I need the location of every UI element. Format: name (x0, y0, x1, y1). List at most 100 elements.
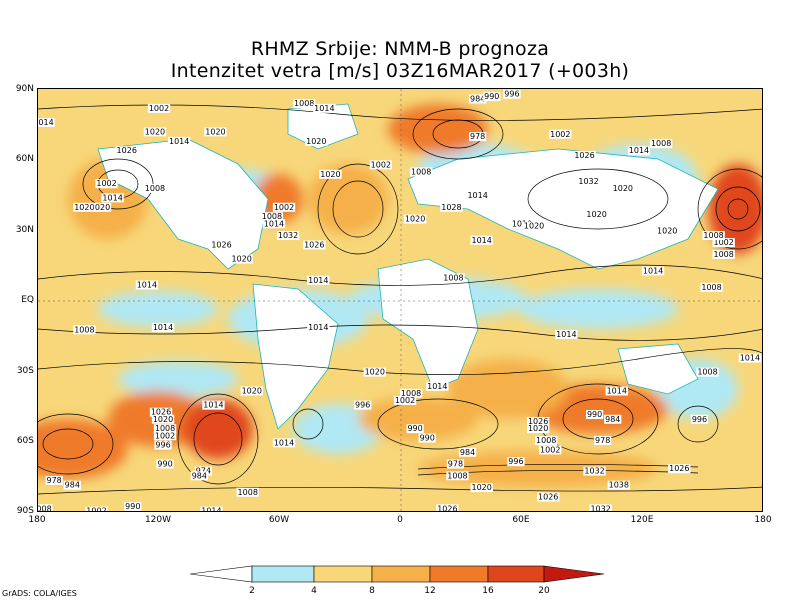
isobar-label-text: 1026 (528, 417, 548, 426)
isobar-ring (677, 405, 719, 443)
isobar-label-text: 1020 (528, 424, 548, 433)
isobar-label-bg (153, 424, 177, 434)
isobar-label: 1008 (143, 183, 167, 193)
isobar-label-bg (369, 160, 393, 170)
isobar-label-bg (143, 127, 167, 137)
australia (617, 343, 699, 395)
continent-outlines (97, 103, 719, 430)
isobar-label-bg (236, 487, 259, 497)
isobar-label-bg (468, 132, 487, 142)
isobar-label-bg (483, 92, 501, 102)
isobar-label: 1020 (526, 424, 550, 434)
isobar-label-text: 978 (448, 460, 463, 469)
isobar-label-bg (668, 464, 691, 474)
isobar-label-text: 014 (38, 118, 53, 127)
isobar-ring (317, 163, 399, 255)
isobar-label-text: 978 (46, 476, 61, 485)
isobar-label-text: 020 (95, 203, 110, 212)
isobar-label-text: 1002 (371, 160, 391, 169)
isobar-label-bg (95, 179, 118, 189)
isobar-label-text: 1026 (669, 464, 689, 473)
plot-title-line-1: RHMZ Srbije: NMM-B prognoza (250, 38, 550, 60)
isobar-label-text: 1014 (201, 507, 221, 512)
isobar-label-bg (604, 414, 622, 424)
isobar-label: 1032 (276, 231, 300, 241)
isobar-label: 984 (63, 480, 81, 490)
isobar-label-text: 1038 (609, 481, 629, 490)
isobar-label: 990 (156, 459, 174, 469)
strong-wind-region (388, 104, 488, 154)
isobar-label-text: 996 (504, 90, 519, 99)
isobar-label-bg (230, 254, 253, 264)
isobar-label-text: 984 (65, 481, 80, 490)
isobar-label-text: 1020 (586, 210, 606, 219)
isobar-label-bg (363, 367, 386, 377)
isobar-label-bg (426, 381, 449, 391)
isobar-label-text: 1008 (145, 184, 165, 193)
legend-tick-4: 4 (311, 586, 317, 596)
isobar-label-bg (555, 329, 578, 339)
isobar-label-text: 1008 (262, 212, 282, 221)
isobar-ring (527, 168, 669, 230)
isobar-label-text: 1002 (550, 130, 570, 139)
isobar-label: 978 (45, 476, 63, 486)
isobar-label-text: 1026 (304, 240, 324, 249)
isobar-label-text: 1020 (320, 170, 340, 179)
isobar-label-bg (583, 466, 606, 476)
isobar-label-bg (305, 136, 328, 146)
isobar-label-bg (303, 240, 326, 250)
isobar-label: 1014 (555, 329, 578, 339)
strong-wind-region (418, 451, 658, 487)
isobar-label-bg (585, 209, 608, 219)
isobar-label-text: 1002 (96, 179, 116, 188)
isobar-label-text: 990 (587, 410, 602, 419)
isobar-label-text: 1032 (278, 231, 298, 240)
isobar-label: 1026 (573, 150, 596, 160)
isobar-label: 984 (190, 471, 208, 481)
isobar-label-text: 1002 (149, 104, 169, 113)
isobar-label: 1008 (700, 282, 723, 292)
wind-speed-legend (190, 565, 605, 583)
isobar-ring (193, 412, 243, 466)
isobar-label: 1020 (240, 386, 263, 396)
isobar-label-bg (38, 504, 53, 511)
isobar-label: 014 (38, 117, 55, 127)
isobar-label-text: 1002 (395, 396, 415, 405)
isobar-ring (727, 198, 749, 220)
isobar-label-text: 1026 (574, 151, 594, 160)
lat-label-90n: 90N (15, 84, 34, 94)
lon-label-60w: 60W (268, 515, 290, 525)
isobar-label-bg (403, 214, 427, 224)
isobar-label-text: 1014 (102, 193, 122, 202)
isobar-label: 1028 (440, 202, 463, 212)
isobar-label: 1002 (393, 395, 417, 405)
isobar-label: 984 (604, 414, 622, 424)
isobar-label: 1014 (202, 400, 225, 410)
isobar-label: 1026 (149, 407, 173, 417)
isobar-label-text: 1014 (203, 401, 223, 410)
strong-wind-region (448, 359, 568, 419)
isobar-label-bg (641, 266, 665, 276)
isobar-label: 1002 (272, 202, 296, 212)
isobar-label: 1026 (436, 504, 459, 511)
isobar-label-bg (93, 202, 112, 212)
isobar-label-bg (143, 183, 167, 193)
isobar-label: 1020 (656, 226, 679, 236)
isobar-label: 1014 (307, 322, 330, 332)
isobar-label-bg (167, 136, 191, 146)
isobar-label-bg (510, 219, 534, 229)
isobar-label-bg (589, 504, 612, 511)
isobar-ring (715, 186, 761, 232)
isobar-label: 1008 (446, 471, 469, 481)
isobar-label: 978 (446, 459, 465, 469)
isobar-label-bg (73, 202, 96, 212)
isobar-label-bg (151, 322, 175, 332)
isobar-label: 1020 (522, 221, 546, 231)
isobar-label: 1014 (151, 322, 175, 332)
isobar-label-text: 1002 (274, 203, 294, 212)
isobar-label: 1026 (668, 464, 691, 474)
isobar-label-bg (154, 440, 172, 450)
isobar-label-text: 1002 (155, 431, 175, 440)
isobar-label-bg (712, 238, 735, 248)
isobar-label: 1008 (409, 167, 433, 177)
